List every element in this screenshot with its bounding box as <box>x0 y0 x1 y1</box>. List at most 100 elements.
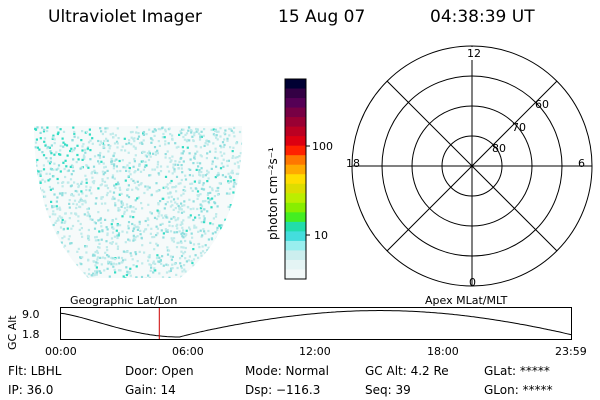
image-pixel <box>84 245 87 248</box>
image-pixel <box>152 262 155 265</box>
image-pixel <box>243 141 245 143</box>
info-dsp: Dsp: −116.3 <box>245 383 321 397</box>
image-pixel <box>83 148 86 151</box>
image-pixel <box>188 198 191 201</box>
image-pixel <box>111 197 114 201</box>
image-pixel <box>148 263 151 266</box>
image-pixel <box>56 126 59 129</box>
image-pixel <box>73 132 76 135</box>
image-pixel <box>182 229 185 232</box>
image-pixel <box>243 156 245 158</box>
image-pixel <box>180 246 183 249</box>
image-pixel <box>104 251 107 254</box>
image-pixel <box>104 130 107 133</box>
image-pixel <box>129 205 132 208</box>
colorbar-segment <box>285 155 306 166</box>
image-pixel <box>146 152 149 155</box>
image-pixel <box>230 207 233 210</box>
image-pixel <box>189 187 193 190</box>
image-pixel <box>59 208 62 211</box>
image-pixel <box>171 186 174 189</box>
image-pixel <box>49 188 52 191</box>
image-pixel <box>58 215 61 218</box>
image-pixel <box>38 190 41 193</box>
image-pixel <box>56 132 59 136</box>
colorbar-segment <box>285 88 306 99</box>
image-pixel <box>139 233 142 236</box>
altitude-curve <box>60 310 572 338</box>
info-ip: IP: 36.0 <box>8 383 54 397</box>
image-pixel <box>45 172 48 175</box>
image-pixel <box>184 178 188 181</box>
image-pixel <box>53 142 56 145</box>
image-pixel <box>239 160 242 163</box>
image-pixel <box>168 220 171 223</box>
image-pixel <box>223 227 226 230</box>
image-pixel <box>179 206 182 209</box>
image-pixel <box>136 180 139 183</box>
image-pixel <box>227 219 230 222</box>
image-pixel <box>180 254 184 258</box>
image-pixel <box>228 175 231 178</box>
image-pixel <box>231 206 235 210</box>
image-pixel <box>62 227 65 231</box>
image-pixel <box>88 133 91 136</box>
image-pixel <box>59 153 62 156</box>
image-pixel <box>237 166 240 169</box>
image-pixel <box>50 247 53 250</box>
image-pixel <box>102 155 105 158</box>
image-pixel <box>115 263 118 266</box>
image-pixel <box>39 137 42 140</box>
image-pixel <box>165 263 168 266</box>
image-pixel <box>83 213 86 216</box>
image-pixel <box>127 151 130 154</box>
image-pixel <box>114 271 117 274</box>
image-pixel <box>41 151 44 154</box>
image-pixel <box>54 221 57 224</box>
image-pixel <box>231 156 234 159</box>
image-pixel <box>188 139 191 142</box>
image-pixel <box>229 176 232 179</box>
image-pixel <box>113 177 116 180</box>
image-pixel <box>110 157 113 161</box>
image-pixel <box>115 217 118 220</box>
image-pixel <box>77 136 80 139</box>
colorbar-segment <box>285 117 306 128</box>
image-pixel <box>196 190 200 193</box>
image-pixel <box>211 197 214 200</box>
image-pixel <box>99 140 102 143</box>
image-pixel <box>135 186 138 189</box>
image-pixel <box>75 203 78 206</box>
image-pixel <box>199 162 202 165</box>
image-pixel <box>140 202 143 205</box>
image-pixel <box>231 172 234 175</box>
image-pixel <box>80 199 83 202</box>
image-pixel <box>207 202 211 205</box>
image-pixel <box>167 249 171 252</box>
image-pixel <box>143 165 147 169</box>
image-pixel <box>174 207 177 210</box>
image-pixel <box>107 209 110 212</box>
image-pixel <box>57 274 60 277</box>
image-pixel <box>137 226 140 229</box>
image-pixel <box>76 153 79 157</box>
image-pixel <box>103 144 106 147</box>
image-pixel <box>195 226 198 229</box>
image-pixel <box>86 146 90 149</box>
image-pixel <box>99 184 102 187</box>
image-pixel <box>189 158 192 161</box>
image-pixel <box>177 217 180 220</box>
image-pixel <box>35 255 38 258</box>
image-pixel <box>211 162 214 166</box>
orbit-frame <box>60 307 572 340</box>
image-pixel <box>194 145 197 148</box>
image-pixel <box>180 275 183 278</box>
image-pixel <box>71 150 74 153</box>
image-pixel <box>214 231 217 234</box>
image-pixel <box>170 195 173 198</box>
image-pixel <box>208 260 211 263</box>
image-pixel <box>67 250 70 253</box>
image-pixel <box>173 170 176 173</box>
image-pixel <box>183 250 187 254</box>
image-pixel <box>127 184 130 187</box>
